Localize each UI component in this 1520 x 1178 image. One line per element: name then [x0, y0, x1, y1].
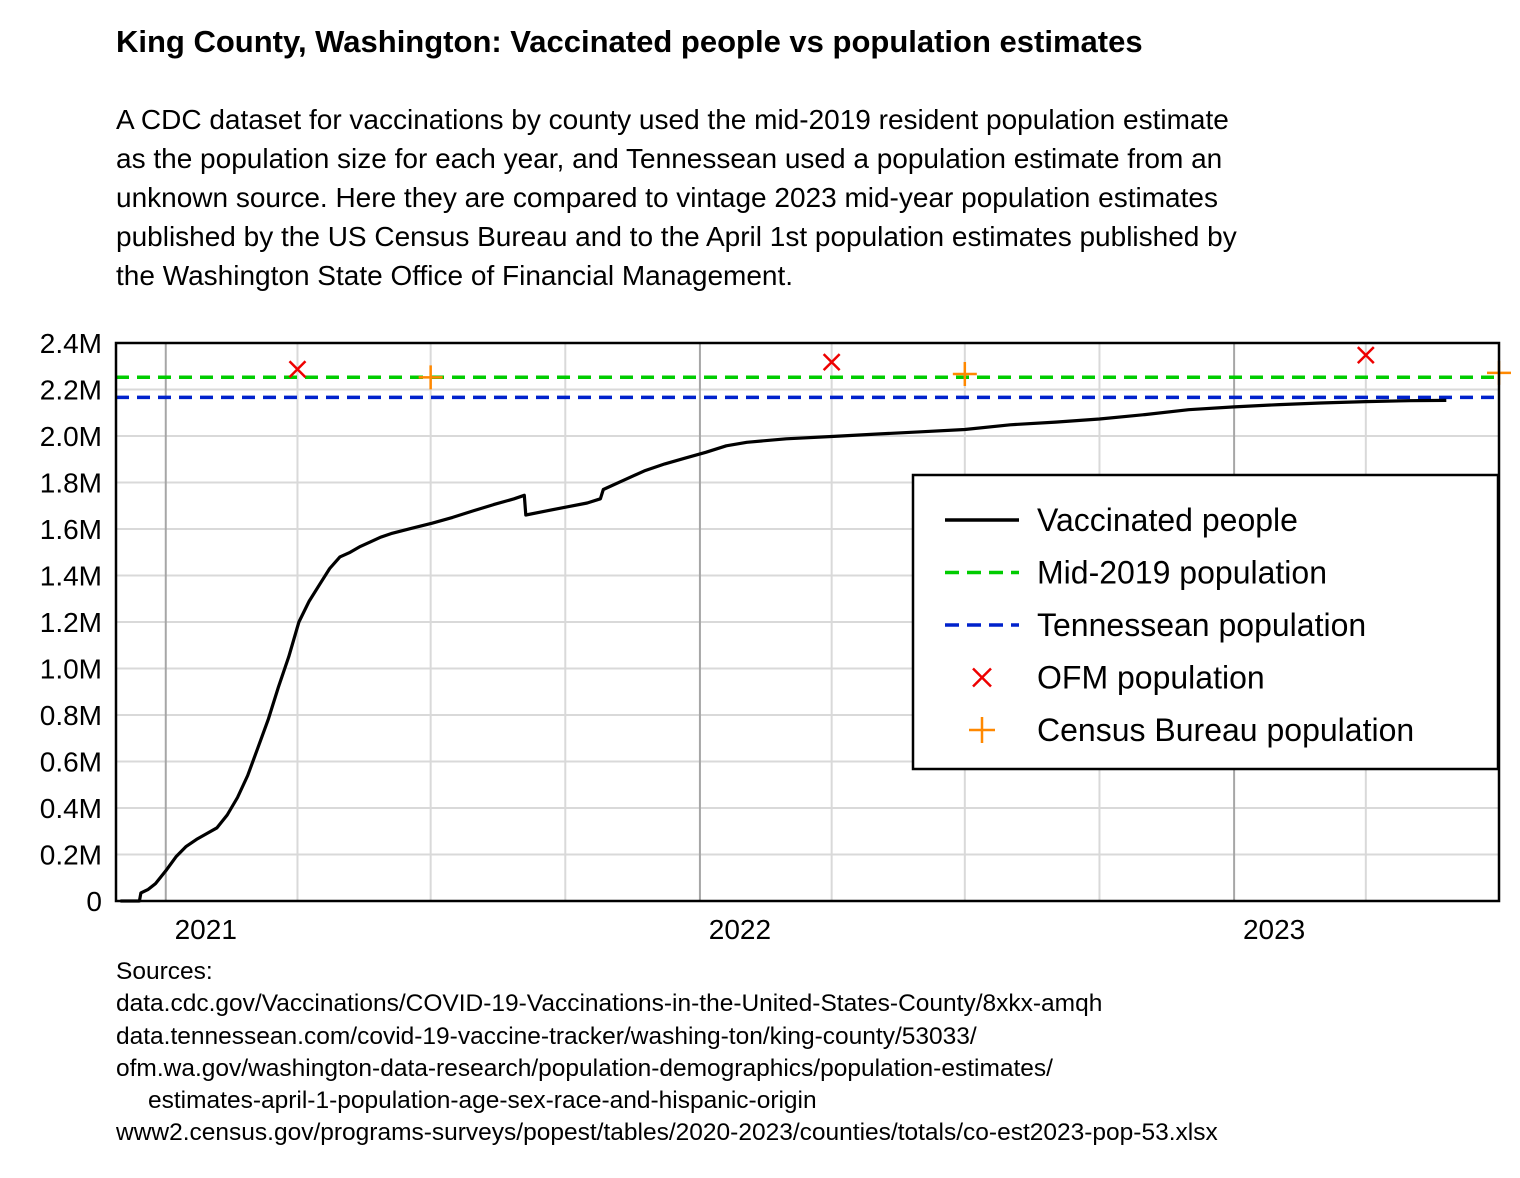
source-line: estimates-april-1-population-age-sex-rac… [148, 1087, 817, 1115]
subtitle-line: published by the US Census Bureau and to… [116, 221, 1237, 252]
source-line: data.cdc.gov/Vaccinations/COVID-19-Vacci… [116, 990, 1103, 1018]
y-tick-label: 2.0M [40, 421, 102, 452]
subtitle-line: the Washington State Office of Financial… [116, 260, 794, 291]
chart-subtitle: A CDC dataset for vaccinations by county… [116, 100, 1506, 295]
y-tick-label: 1.2M [40, 607, 102, 638]
x-axis-ticks: 2021 2022 2023 [175, 914, 1306, 945]
legend-box [911, 473, 1500, 771]
ofm-population-marker [1356, 346, 1375, 365]
source-line: data.tennessean.com/covid-19-vaccine-tra… [116, 1022, 977, 1050]
y-tick-label: 1.4M [40, 561, 102, 592]
legend-key-plus [969, 717, 995, 743]
x-tick-label: 2022 [709, 914, 771, 945]
source-line: www2.census.gov/programs-surveys/popest/… [116, 1119, 1218, 1147]
census-population-marker [952, 361, 977, 386]
sources-heading: Sources: [116, 958, 213, 985]
legend: Vaccinated people Mid-2019 population Tenn… [911, 473, 1500, 771]
chart-title: King County, Washington: Vaccinated peop… [116, 24, 1143, 59]
subtitle-line: as the population size for each year, an… [116, 143, 1223, 174]
y-tick-label: 0 [86, 886, 102, 917]
y-tick-label: 2.2M [40, 375, 102, 406]
population-reference-lines [116, 375, 1499, 400]
vaccinated-series [120, 398, 1447, 903]
y-tick-label: 0.2M [40, 840, 102, 871]
legend-label: Vaccinated people [1037, 502, 1298, 538]
x-tick-label: 2023 [1243, 914, 1305, 945]
source-line: ofm.wa.gov/washington-data-research/popu… [116, 1054, 1053, 1082]
ofm-population-marker [822, 353, 841, 372]
subtitle-line: unknown source. Here they are compared t… [116, 182, 1218, 213]
x-tick-label: 2021 [175, 914, 237, 945]
y-tick-label: 0.6M [40, 747, 102, 778]
sources: Sources: data.cdc.gov/Vaccinations/COVID… [116, 956, 1218, 1150]
y-tick-label: 1.0M [40, 654, 102, 685]
legend-label: OFM population [1037, 660, 1265, 696]
ofm-population-marker [288, 360, 307, 379]
census-population-marker [418, 365, 443, 390]
legend-label: Mid-2019 population [1037, 555, 1327, 591]
y-tick-label: 0.4M [40, 793, 102, 824]
vaccinated-people-line [120, 398, 1447, 903]
y-tick-label: 0.8M [40, 700, 102, 731]
legend-label: Tennessean population [1037, 607, 1366, 643]
y-tick-label: 1.8M [40, 468, 102, 499]
y-tick-label: 1.6M [40, 514, 102, 545]
subtitle-line: A CDC dataset for vaccinations by county… [116, 104, 1229, 135]
y-axis-ticks: 0 0.2M 0.4M 0.6M 0.8M 1.0M 1.2M 1.4M 1.6M 1.8M 2.0… [40, 328, 102, 917]
y-tick-label: 2.4M [40, 328, 102, 359]
legend-key-x [972, 667, 992, 688]
population-markers [288, 346, 1511, 390]
legend-label: Census Bureau population [1037, 712, 1414, 748]
